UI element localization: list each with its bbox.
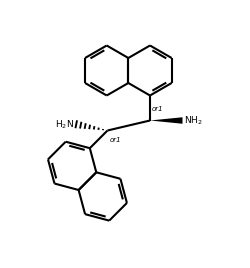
Text: or1: or1: [151, 106, 163, 112]
Polygon shape: [150, 117, 182, 124]
Text: or1: or1: [110, 137, 122, 143]
Text: NH$_2$: NH$_2$: [184, 114, 203, 127]
Text: H$_2$N: H$_2$N: [55, 118, 74, 131]
